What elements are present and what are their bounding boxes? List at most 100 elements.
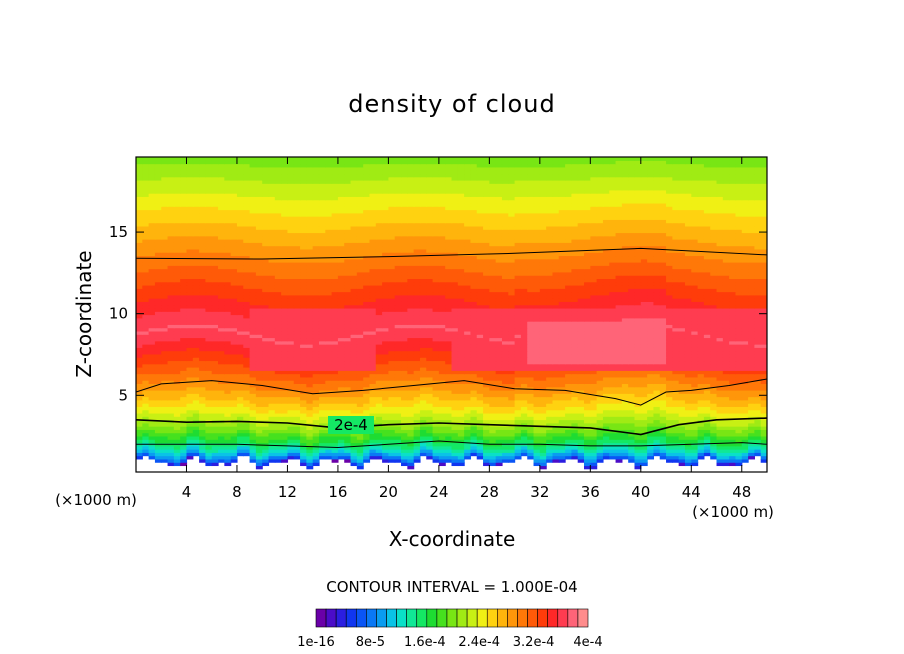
- density-cell: [281, 357, 289, 362]
- density-cell: [312, 409, 320, 414]
- density-cell: [691, 458, 699, 463]
- density-cell: [609, 367, 617, 371]
- chart-title: density of cloud: [348, 90, 555, 118]
- density-cell: [577, 406, 585, 411]
- density-cell: [495, 376, 503, 381]
- density-cell: [218, 386, 225, 391]
- density-cell: [432, 367, 440, 371]
- density-cell: [136, 370, 143, 375]
- density-cell: [716, 452, 724, 457]
- density-cell: [426, 442, 434, 447]
- density-cell: [199, 340, 207, 345]
- density-cell: [615, 317, 623, 322]
- density-cell: [211, 317, 219, 322]
- density-cell: [407, 360, 415, 365]
- density-cell: [306, 416, 314, 421]
- density-cell: [142, 396, 150, 401]
- density-cell: [602, 340, 610, 345]
- density-cell: [293, 360, 301, 365]
- density-cell: [590, 399, 598, 404]
- density-cell: [419, 373, 427, 378]
- density-cell: [470, 334, 478, 339]
- density-cell: [438, 340, 446, 345]
- density-cell: [173, 426, 181, 430]
- density-cell: [533, 439, 541, 444]
- density-cell: [691, 350, 699, 355]
- density-cell: [382, 419, 389, 424]
- density-cell: [401, 449, 408, 453]
- density-cell: [363, 350, 371, 355]
- density-cell: [520, 389, 528, 394]
- density-cell: [224, 363, 232, 368]
- density-cell: [666, 367, 673, 371]
- density-cell: [262, 409, 270, 414]
- density-cell: [514, 449, 522, 453]
- density-cell: [697, 445, 705, 450]
- density-cell: [394, 383, 402, 388]
- density-cell: [325, 380, 333, 385]
- density-cell: [729, 462, 737, 467]
- density-cell: [243, 396, 251, 401]
- density-cell: [691, 439, 699, 444]
- density-cell: [167, 406, 175, 411]
- density-cell: [464, 442, 472, 447]
- density-cell: [470, 432, 478, 437]
- density-cell: [590, 452, 598, 457]
- density-cell: [666, 350, 673, 355]
- density-cell: [344, 412, 352, 417]
- density-cell: [735, 455, 743, 460]
- density-cell: [672, 380, 680, 385]
- density-cell: [520, 363, 528, 368]
- density-cell: [697, 301, 705, 306]
- density-cell: [489, 367, 497, 371]
- density-cell: [546, 409, 554, 414]
- density-cell: [483, 409, 490, 414]
- density-cell: [438, 350, 446, 355]
- density-cell: [312, 396, 320, 401]
- density-cell: [457, 311, 465, 316]
- density-cell: [710, 298, 718, 302]
- density-cell: [533, 403, 541, 407]
- density-cell: [647, 439, 655, 444]
- density-cell: [243, 350, 251, 355]
- density-cell: [255, 337, 263, 342]
- density-cell: [527, 363, 535, 368]
- density-cell: [722, 314, 730, 319]
- density-cell: [590, 311, 598, 316]
- density-cell: [211, 432, 219, 437]
- density-cell: [136, 298, 143, 302]
- density-cell: [419, 399, 427, 404]
- density-cell: [735, 416, 743, 421]
- density-cell: [634, 409, 642, 414]
- density-cell: [716, 373, 724, 378]
- density-cell: [161, 412, 169, 417]
- density-cell: [173, 340, 181, 345]
- density-cell: [697, 449, 705, 453]
- density-cell: [508, 393, 516, 398]
- density-cell: [647, 304, 655, 309]
- density-cell: [312, 445, 320, 450]
- density-cell: [729, 317, 737, 322]
- density-cell: [470, 350, 478, 355]
- density-cell: [318, 422, 326, 427]
- density-cell: [211, 412, 219, 417]
- density-cell: [142, 324, 150, 329]
- density-cell: [192, 422, 200, 427]
- density-cell: [407, 419, 415, 424]
- density-cell: [615, 363, 623, 368]
- density-cell: [602, 314, 610, 319]
- density-cell: [628, 363, 636, 368]
- density-cell: [520, 435, 528, 440]
- density-cell: [154, 386, 162, 391]
- density-cell: [287, 344, 295, 348]
- density-cell: [142, 307, 150, 312]
- density-cell: [243, 380, 251, 385]
- density-cell: [356, 458, 364, 463]
- density-cell: [369, 389, 377, 394]
- density-cell: [741, 314, 749, 319]
- density-cell: [363, 432, 371, 437]
- density-cell: [514, 432, 522, 437]
- density-cell: [628, 383, 636, 388]
- density-cell: [501, 383, 509, 388]
- density-cell: [596, 422, 604, 427]
